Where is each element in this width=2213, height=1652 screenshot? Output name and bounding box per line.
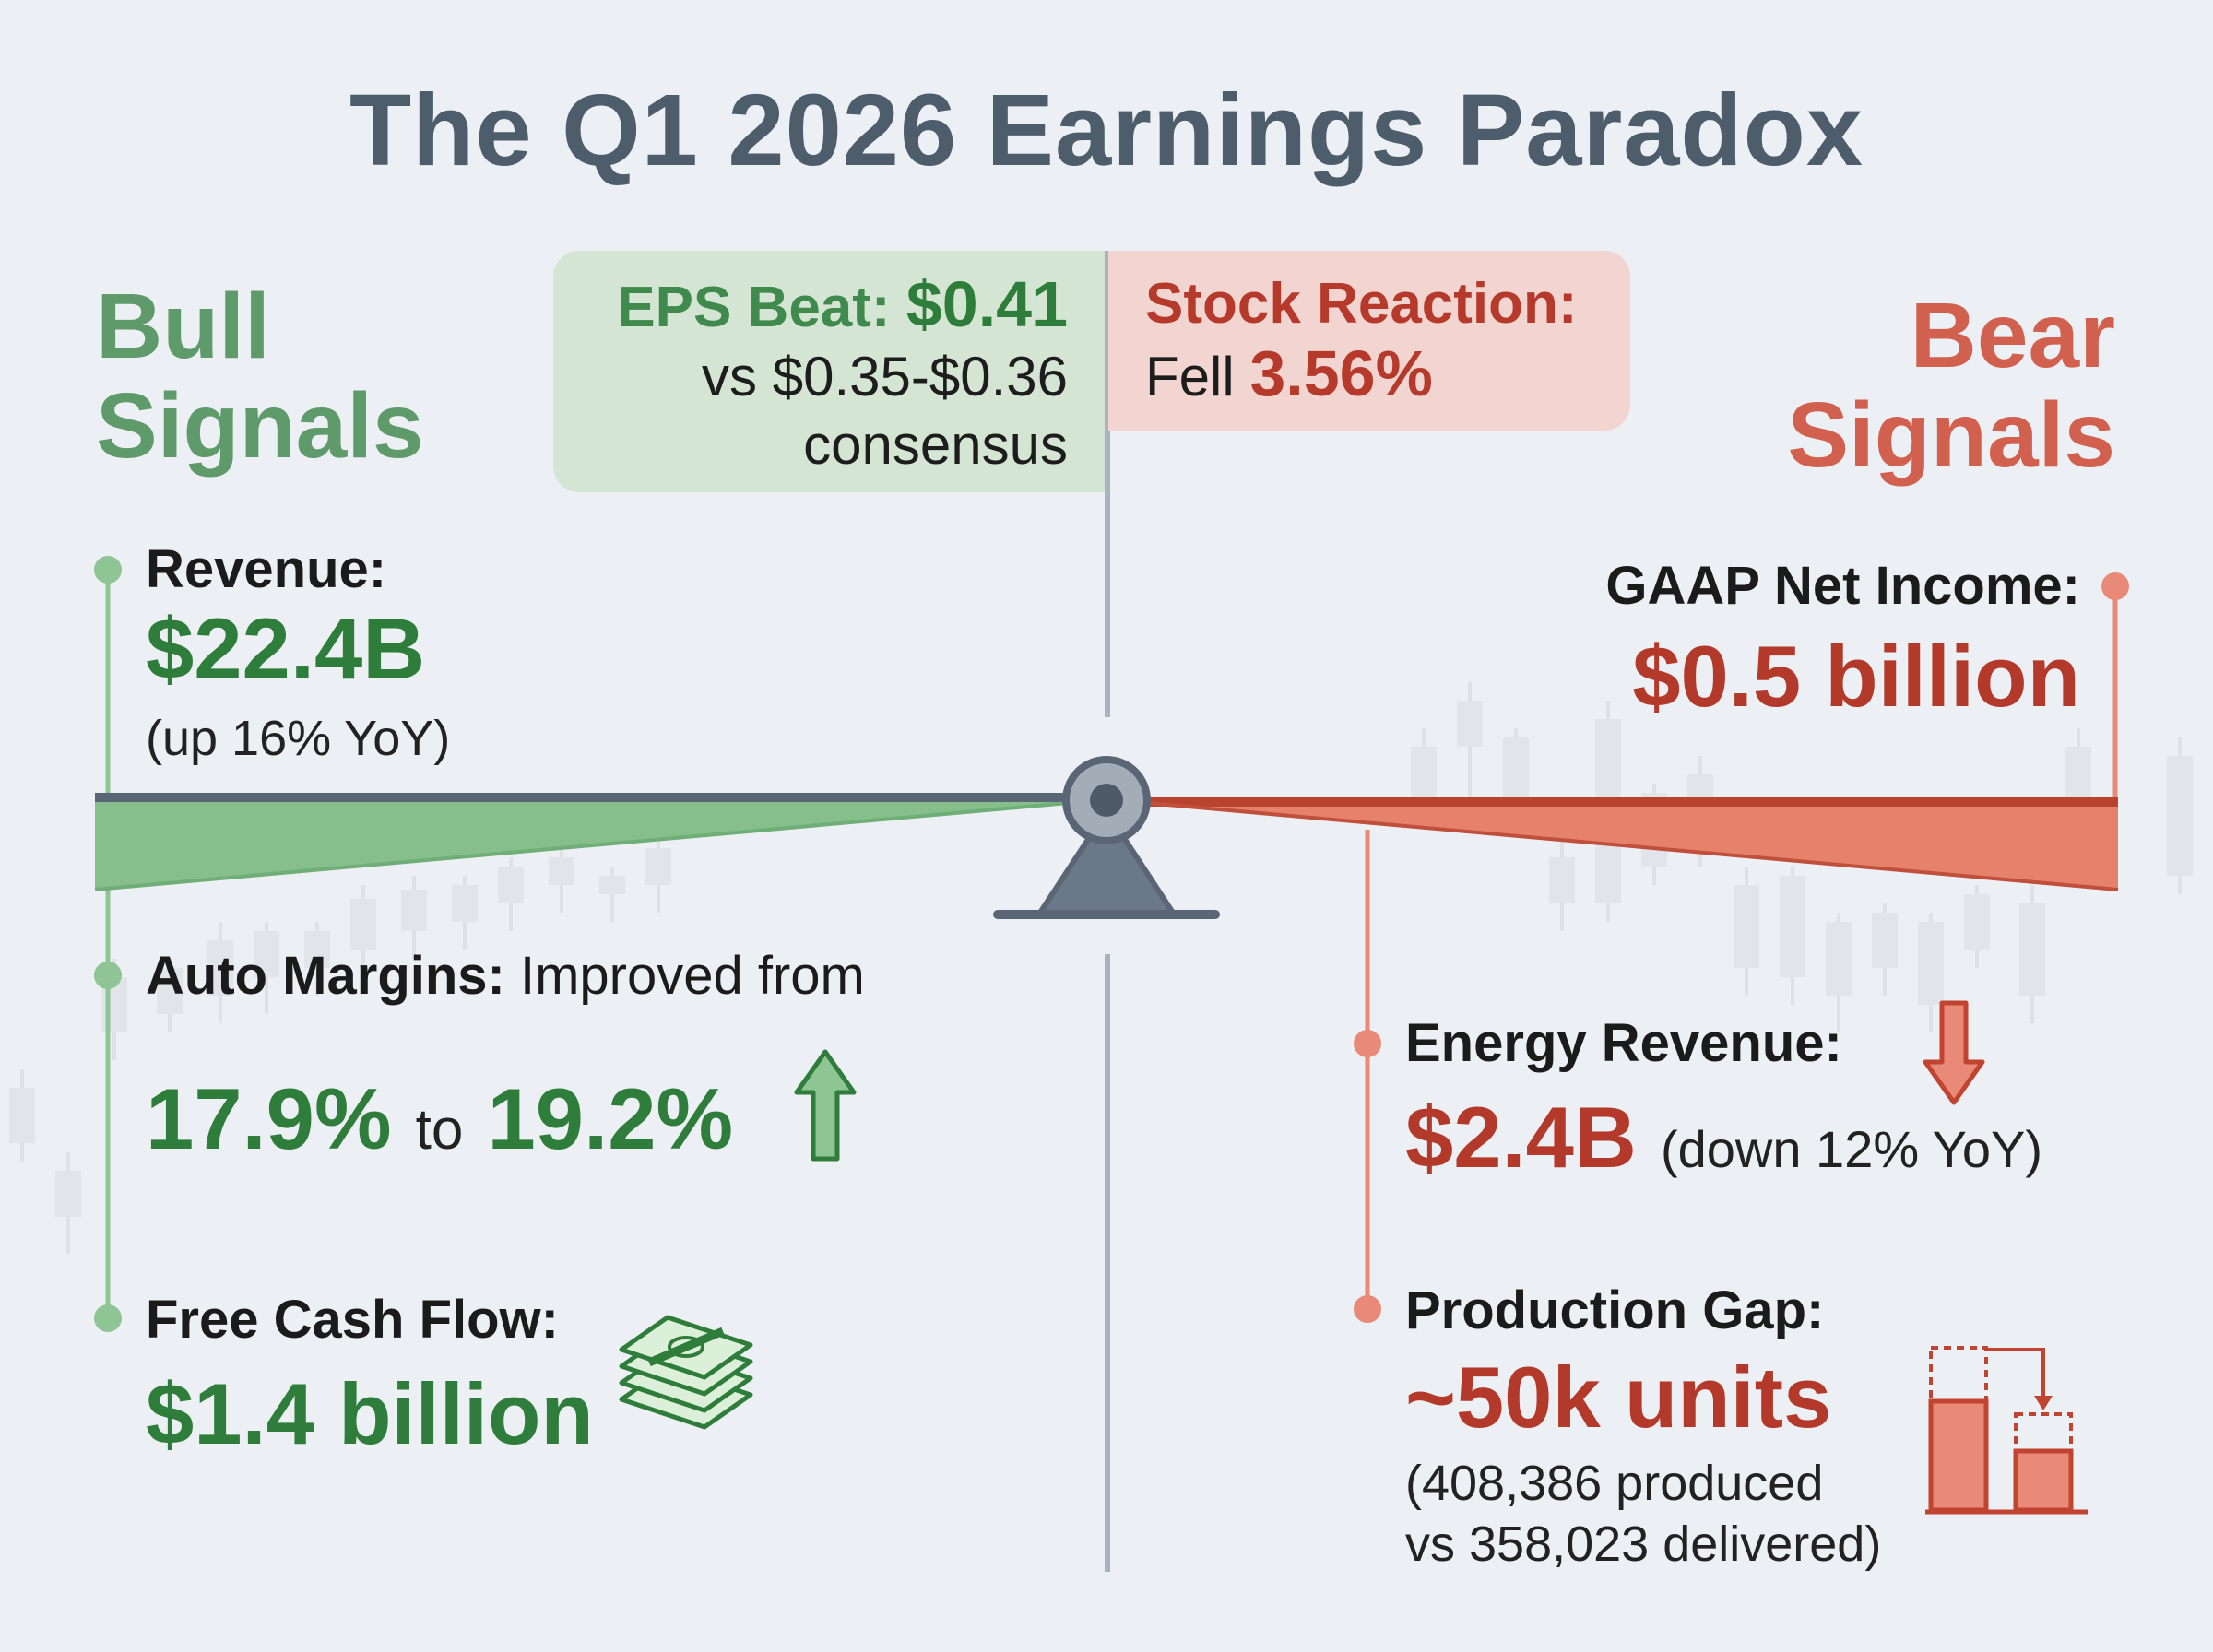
cash-stack-icon: [619, 1315, 753, 1430]
eps-consensus-word: consensus: [803, 414, 1068, 476]
candle-body: [1549, 857, 1575, 903]
stock-line2: Fell 3.56%: [1145, 339, 1630, 411]
candle-body: [1503, 738, 1529, 802]
candle-body: [254, 931, 279, 977]
candle-body: [401, 890, 427, 931]
production-value: ~50k units: [1405, 1349, 1832, 1446]
bear-signals-heading: Bear Signals: [1787, 286, 2115, 485]
energy-note: (down 12% YoY): [1660, 1120, 2043, 1178]
bear-dot-energy: [1354, 1030, 1381, 1057]
candle-body: [1780, 876, 1805, 977]
fcf-value: $1.4 billion: [146, 1365, 594, 1462]
candle-body: [1872, 913, 1898, 968]
candle-body: [2167, 756, 2193, 876]
auto-margins-line: Auto Margins: Improved from: [146, 945, 865, 1007]
auto-margins-values: 17.9% to 19.2%: [146, 1069, 733, 1169]
production-note-2: vs 358,023 delivered): [1405, 1516, 1882, 1572]
bull-heading-line2: Signals: [96, 374, 424, 478]
background-candles: [9, 682, 2193, 1254]
bull-dot-fcf: [94, 1304, 122, 1332]
eps-line1: EPS Beat: $0.41: [553, 269, 1068, 343]
candle-body: [549, 857, 574, 885]
stock-label: Stock Reaction:: [1145, 272, 1578, 336]
eps-beat-box: EPS Beat: $0.41 vs $0.35-$0.36 consensus: [553, 251, 1105, 492]
candle-body: [304, 931, 330, 968]
candle-body: [1918, 922, 1944, 1005]
production-bars-icon: [1925, 1346, 2088, 1515]
candle-body: [9, 1088, 35, 1143]
candle-body: [1826, 922, 1852, 996]
candle-body: [498, 867, 524, 903]
margin-to-word: to: [415, 1098, 464, 1162]
bear-heading-line2: Signals: [1787, 384, 2115, 487]
candle-body: [452, 885, 478, 922]
candle-body: [599, 876, 625, 894]
candle-body: [2019, 903, 2045, 996]
fcf-label: Free Cash Flow:: [146, 1290, 559, 1350]
candle-body: [350, 899, 376, 950]
stock-reaction-box: Stock Reaction: Fell 3.56%: [1108, 251, 1630, 431]
eps-value: $0.41: [905, 268, 1068, 340]
revenue-value: $22.4B: [146, 600, 426, 697]
production-note-1: (408,386 produced: [1405, 1456, 1824, 1511]
margin-from-value: 17.9%: [146, 1070, 392, 1167]
revenue-label: Revenue:: [146, 539, 387, 599]
energy-value-line: $2.4B (down 12% YoY): [1405, 1088, 2042, 1187]
bear-dot-production: [1354, 1295, 1381, 1323]
beam-red-edge: [1135, 800, 2119, 891]
candle-body: [55, 1171, 81, 1217]
energy-label: Energy Revenue:: [1405, 1013, 1842, 1073]
bull-dot-revenue: [94, 556, 122, 584]
arrow-down-icon: [1923, 1000, 1985, 1105]
auto-margins-text: Improved from: [519, 946, 865, 1006]
candle-body: [1734, 885, 1759, 968]
production-label: Production Gap:: [1405, 1280, 1825, 1340]
candle-body: [1457, 701, 1483, 747]
bull-signals-heading: Bull Signals: [96, 277, 424, 476]
bear-heading-line1: Bear: [1910, 284, 2115, 387]
candle-body: [207, 940, 233, 996]
stock-value: 3.56%: [1249, 337, 1433, 409]
margin-to-value: 19.2%: [487, 1070, 734, 1167]
stock-prefix: Fell: [1145, 346, 1235, 407]
candle-body: [1964, 894, 1990, 950]
revenue-note: (up 16% YoY): [146, 711, 451, 766]
bear-dot-netincome: [2101, 572, 2129, 600]
bull-heading-line1: Bull: [96, 275, 270, 378]
eps-label: EPS Beat:: [617, 276, 891, 339]
arrow-up-icon: [794, 1049, 857, 1162]
beam-green-edge: [94, 800, 1080, 891]
candle-body: [645, 848, 671, 885]
net-income-value: $0.5 billion: [1632, 628, 2080, 725]
eps-consensus-range: vs $0.35-$0.36: [702, 346, 1068, 407]
bull-dot-margins: [94, 962, 122, 989]
energy-value: $2.4B: [1405, 1089, 1637, 1186]
page-title: The Q1 2026 Earnings Paradox: [349, 74, 1864, 187]
candle-body: [157, 968, 183, 1014]
balance-pivot-icon: [993, 756, 1220, 919]
net-income-label: GAAP Net Income:: [1605, 556, 2080, 616]
auto-margins-label: Auto Margins:: [146, 946, 505, 1006]
